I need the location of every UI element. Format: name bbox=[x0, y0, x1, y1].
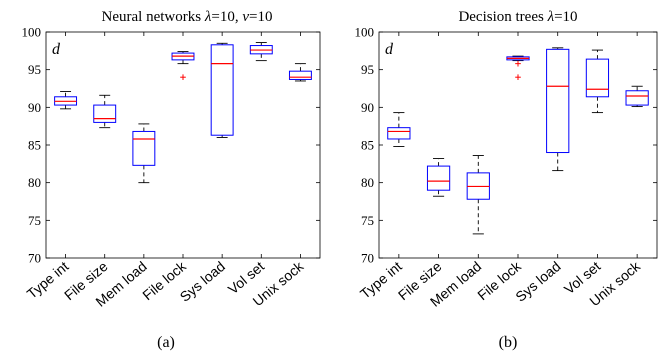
panel-a-y-axis: 70 75 80 85 90 95 100 bbox=[22, 25, 320, 266]
y-tick-label: 90 bbox=[361, 100, 374, 115]
iqr-box bbox=[210, 44, 234, 136]
y-tick-label: 85 bbox=[28, 138, 41, 153]
panel-a-axes-frame bbox=[45, 31, 321, 259]
panel-a-letter: d bbox=[52, 41, 61, 58]
y-tick-label: 75 bbox=[361, 213, 374, 228]
box-plot bbox=[506, 55, 530, 80]
box-plot bbox=[171, 51, 195, 80]
box-plot bbox=[426, 158, 451, 197]
iqr-box bbox=[625, 90, 649, 106]
category-label: Sys load bbox=[512, 258, 563, 305]
panel-b-boxes bbox=[387, 47, 649, 235]
box-plot bbox=[54, 91, 78, 110]
panel-a: Neural networks λ=10, ν=10 70 75 80 85 90 95 1… bbox=[22, 9, 321, 351]
iqr-box bbox=[132, 130, 156, 166]
panel-a-caption: (a) bbox=[157, 334, 175, 351]
box-plot bbox=[546, 47, 570, 172]
outlier-marker bbox=[515, 74, 521, 80]
box-plot bbox=[249, 42, 273, 62]
box-plot bbox=[132, 123, 156, 184]
y-tick-label: 85 bbox=[361, 138, 374, 153]
y-tick-label: 90 bbox=[28, 100, 41, 115]
iqr-box bbox=[387, 127, 411, 140]
box-plot bbox=[288, 63, 312, 82]
y-tick-label: 100 bbox=[22, 25, 42, 40]
iqr-box bbox=[288, 70, 312, 80]
outlier-marker bbox=[515, 60, 521, 67]
y-tick-label: 70 bbox=[28, 251, 41, 266]
panel-b-y-axis: 70 75 80 85 90 95 100 bbox=[355, 25, 657, 266]
panel-b-letter: d bbox=[385, 41, 394, 58]
y-tick-label: 80 bbox=[28, 175, 41, 190]
box-plot bbox=[625, 85, 649, 108]
panel-a-boxes bbox=[54, 42, 312, 184]
box-plot bbox=[210, 42, 234, 138]
y-tick-label: 100 bbox=[355, 25, 375, 40]
box-plot bbox=[387, 112, 411, 147]
iqr-box bbox=[585, 58, 610, 98]
iqr-box bbox=[93, 104, 117, 123]
box-plot bbox=[93, 94, 117, 129]
box-plot bbox=[466, 155, 490, 235]
box-plot bbox=[585, 49, 610, 114]
y-tick-label: 80 bbox=[361, 175, 374, 190]
iqr-box bbox=[546, 48, 570, 154]
panel-b-caption: (b) bbox=[499, 334, 518, 351]
y-tick-label: 95 bbox=[28, 62, 41, 77]
panel-a-title: Neural networks λ=10, ν=10 bbox=[102, 9, 273, 25]
iqr-box bbox=[426, 165, 451, 191]
y-tick-label: 70 bbox=[361, 251, 374, 266]
outlier-marker bbox=[180, 74, 186, 80]
panel-b-title: Decision trees λ=10 bbox=[458, 9, 577, 25]
y-tick-label: 95 bbox=[361, 62, 374, 77]
y-tick-label: 75 bbox=[28, 213, 41, 228]
